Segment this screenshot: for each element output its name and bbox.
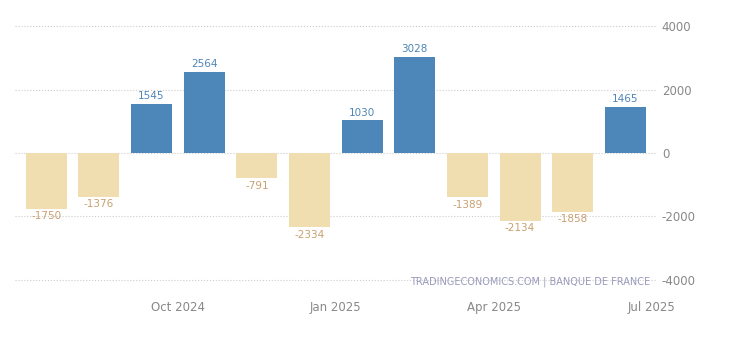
Text: -1858: -1858 [558, 215, 588, 224]
Bar [342, 120, 383, 153]
Bar [184, 72, 225, 153]
Bar [26, 153, 66, 208]
Text: -1376: -1376 [84, 199, 114, 209]
Text: 2564: 2564 [191, 59, 218, 69]
Text: TRADINGECONOMICS.COM | BANQUE DE FRANCE: TRADINGECONOMICS.COM | BANQUE DE FRANCE [410, 277, 650, 287]
Bar [394, 57, 435, 153]
Bar [289, 153, 330, 227]
Bar [131, 104, 172, 153]
Bar [552, 153, 593, 212]
Text: 1030: 1030 [349, 108, 375, 118]
Text: -2134: -2134 [505, 223, 535, 233]
Text: 1465: 1465 [612, 94, 639, 104]
Bar [237, 153, 277, 178]
Text: -2334: -2334 [294, 230, 325, 240]
Text: 3028: 3028 [402, 45, 428, 54]
Bar [605, 106, 646, 153]
Bar [499, 153, 541, 221]
Text: 1545: 1545 [138, 91, 165, 101]
Bar [78, 153, 120, 197]
Text: -1750: -1750 [31, 211, 61, 221]
Bar [447, 153, 488, 197]
Text: -791: -791 [245, 181, 269, 191]
Text: -1389: -1389 [453, 200, 483, 210]
